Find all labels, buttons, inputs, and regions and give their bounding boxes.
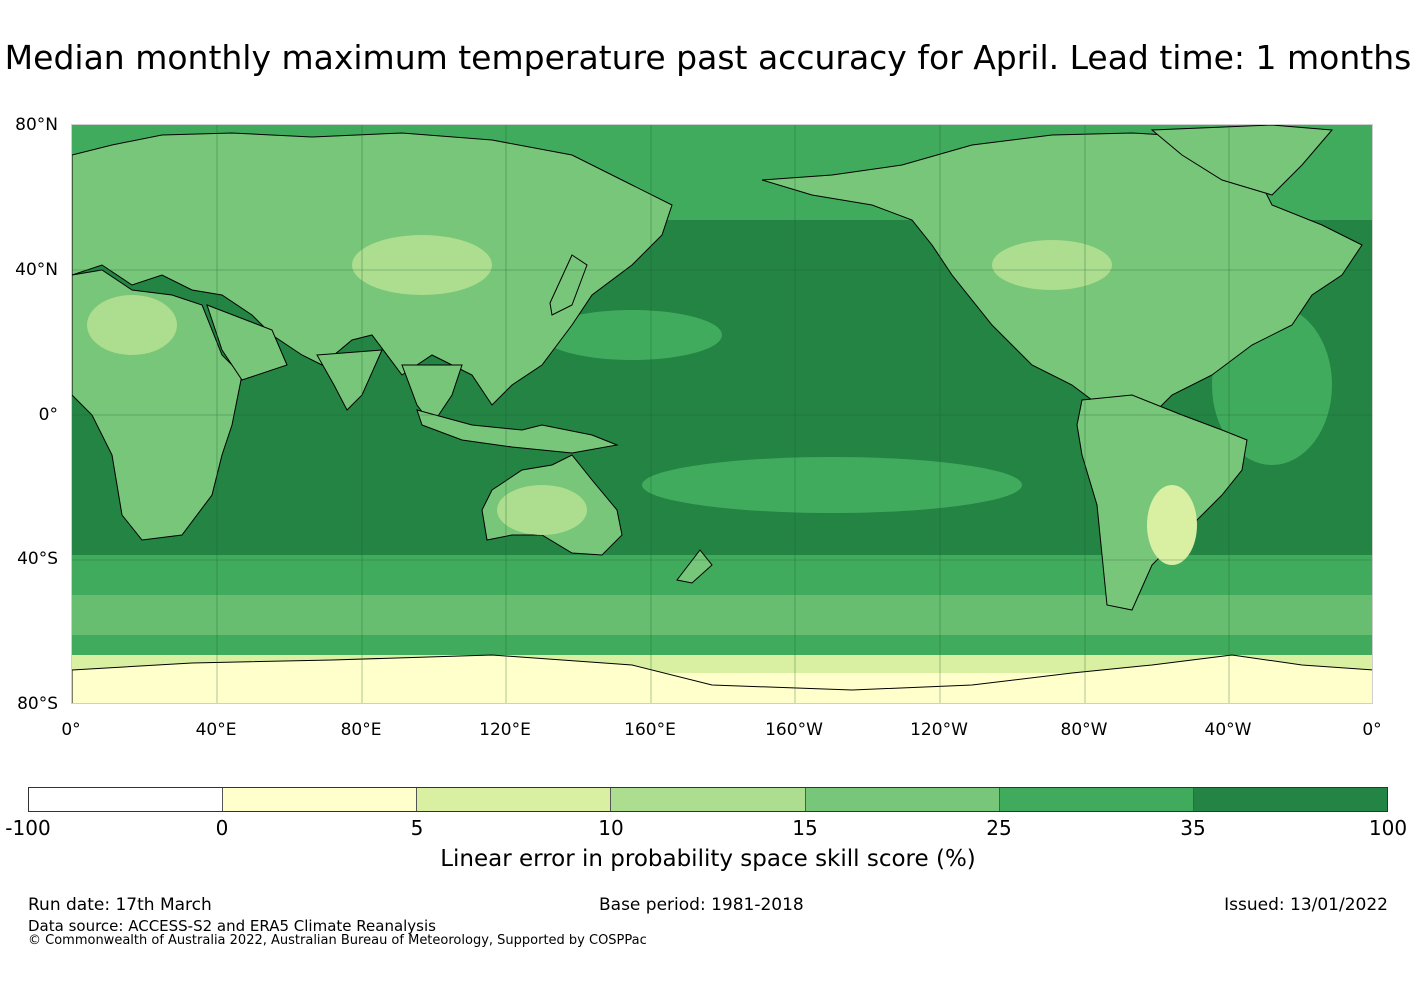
southern-ocean-light-band [72,595,1372,635]
colorbar-tick: -100 [5,816,51,840]
colorbar-tick: 25 [986,816,1012,840]
map-canvas [72,125,1372,703]
map-title: Median monthly maximum temperature past … [4,38,1412,77]
colorbar-tick: 35 [1180,816,1206,840]
lat-label-80s: 80°S [17,694,58,714]
base-period: Base period: 1981-2018 [599,895,804,915]
lat-label-0: 0° [38,405,58,425]
lat-label-80n: 80°N [15,115,58,135]
colorbar-tick: 100 [1368,816,1408,840]
issued-date: Issued: 13/01/2022 [1224,895,1388,915]
colorbar-tick: 10 [598,816,624,840]
south-america-patch [1147,485,1197,565]
lon-label-40e: 40°E [195,720,237,740]
indonesia [416,409,619,454]
lon-label-120w: 120°W [910,720,968,740]
lon-label-0-left: 0° [61,720,81,740]
lon-label-80w: 80°W [1060,720,1108,740]
arabia [206,304,288,381]
skill-score-map [71,124,1373,704]
lon-label-40w: 40°W [1204,720,1252,740]
north-america-patch [992,240,1112,290]
lat-label-40n: 40°N [15,260,58,280]
south-pacific-patch [642,457,1022,513]
central-asia-patch [352,235,492,295]
colorbar-segment [805,788,1000,811]
australia-interior-patch [497,485,587,535]
colorbar-segment [611,788,806,811]
graticule [72,125,1372,703]
colorbar-segment [29,788,224,811]
greenland [1150,125,1334,196]
sahara-patch [87,295,177,355]
colorbar-segment [1193,788,1387,811]
colorbar [28,787,1388,812]
colorbar-segment [999,788,1194,811]
lon-label-80e: 80°E [340,720,382,740]
west-pacific-patch [542,310,722,360]
lon-label-160e: 160°E [624,720,676,740]
colorbar-segment [417,788,612,811]
copyright: © Commonwealth of Australia 2022, Austra… [28,933,647,948]
lat-label-40s: 40°S [17,549,58,569]
colorbar-tick: 15 [792,816,818,840]
colorbar-tick: 5 [410,816,424,840]
lon-label-0-right: 0° [1362,720,1382,740]
lon-label-160w: 160°W [765,720,823,740]
colorbar-label: Linear error in probability space skill … [440,846,976,872]
antarctica [72,654,1372,703]
colorbar-segment [223,788,418,811]
lon-label-120e: 120°E [479,720,531,740]
run-date: Run date: 17th March [28,895,212,915]
data-source: Data source: ACCESS-S2 and ERA5 Climate … [28,917,436,935]
southeast-asia [401,364,463,426]
india [316,349,383,411]
colorbar-tick: 0 [215,816,229,840]
